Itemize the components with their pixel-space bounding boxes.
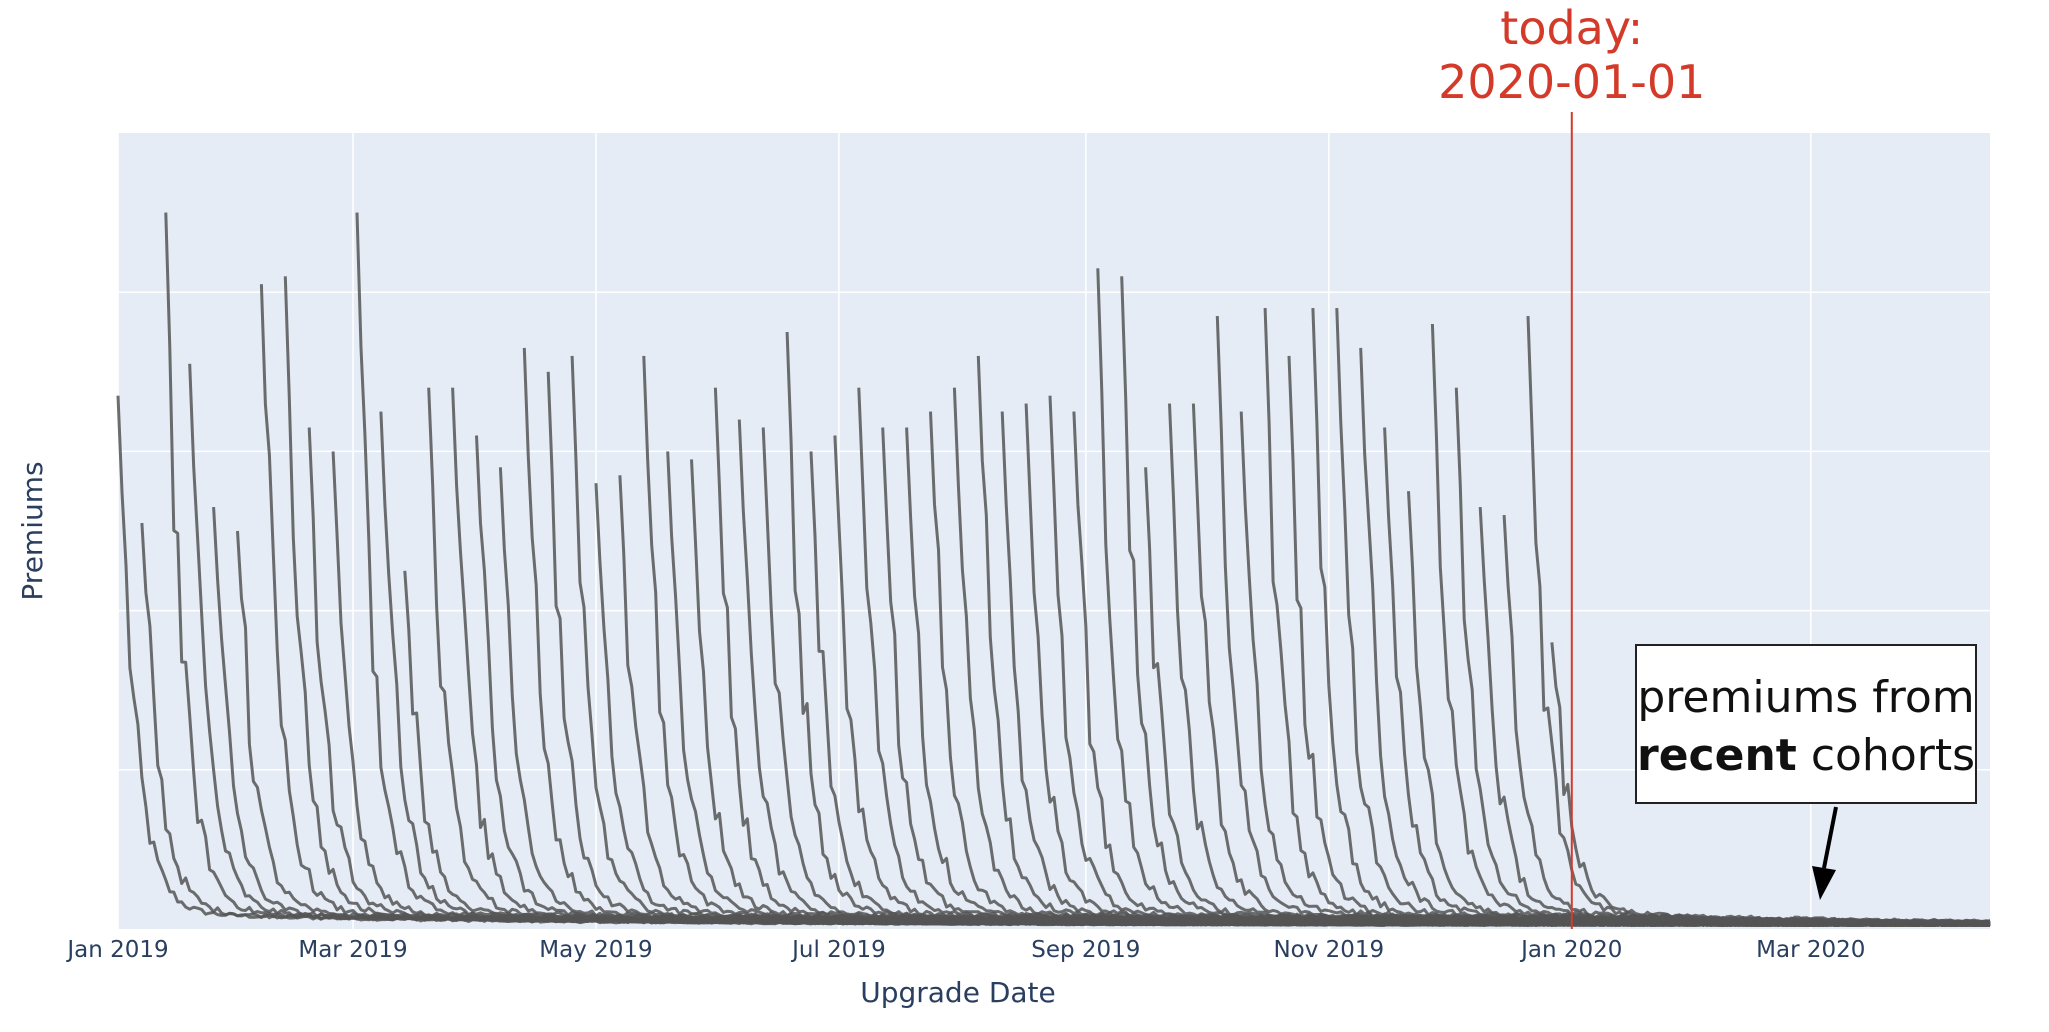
annotation-line1: premiums from xyxy=(1637,672,1974,723)
x-tick-label: Nov 2019 xyxy=(1273,937,1384,963)
annotation-arrow-shaft xyxy=(1822,806,1838,869)
x-tick-labels: Jan 2019 Mar 2019 May 2019 Jul 2019 Sep 2019… xyxy=(65,937,1865,963)
y-axis-title: Premiums xyxy=(16,461,49,600)
today-label-line1: today: xyxy=(1500,1,1643,55)
annotation-rest: cohorts xyxy=(1797,730,1975,781)
cohort-series-line xyxy=(1550,642,1991,924)
annotation-line2: recent cohorts xyxy=(1637,730,1975,781)
annotation-arrow-head xyxy=(1812,866,1836,900)
x-tick-label: Mar 2020 xyxy=(1756,937,1865,963)
annotation-bold-word: recent xyxy=(1637,730,1797,781)
x-axis-title: Upgrade Date xyxy=(860,976,1056,1009)
x-tick-label: Mar 2019 xyxy=(298,937,407,963)
annotation-box xyxy=(1635,644,1977,804)
x-tick-label: Jan 2019 xyxy=(65,937,168,963)
x-tick-label: Jan 2020 xyxy=(1519,937,1622,963)
x-tick-label: Sep 2019 xyxy=(1031,937,1140,963)
cohort-series-group xyxy=(116,212,1991,927)
x-tick-label: May 2019 xyxy=(539,937,652,963)
today-label-line2: 2020-01-01 xyxy=(1438,55,1705,109)
x-tick-label: Jul 2019 xyxy=(790,937,886,963)
